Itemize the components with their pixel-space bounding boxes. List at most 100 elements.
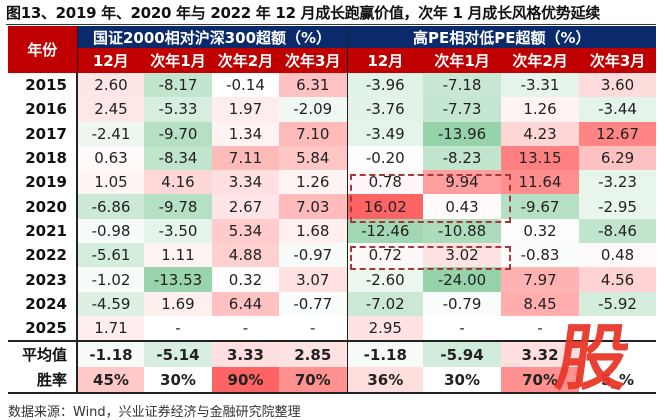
value-cell: -0.77 — [279, 291, 348, 316]
value-cell: -6.86 — [77, 194, 144, 219]
value-cell: 1.69 — [144, 291, 212, 316]
year-cell: 2020 — [8, 194, 78, 219]
table-row: 2024 -4.59 1.69 6.44 -0.77 -7.02 -0.79 8.45 -5.9… — [8, 291, 657, 316]
value-cell: -3.23 — [579, 170, 657, 195]
value-cell: 0.72 — [346, 243, 424, 268]
column-header: 次年3月 — [279, 48, 348, 73]
win-rate-row: 胜率 45% 30% 90% 70% 36% 30% 70% 5_% — [8, 367, 657, 395]
value-cell: -24.00 — [423, 267, 502, 292]
summary-label: 胜率 — [8, 367, 78, 395]
value-cell: -7.18 — [423, 73, 502, 98]
table-row: 2015 2.60 -8.17 -0.14 6.31 -3.96 -7.18 -3.31 3.6… — [8, 73, 657, 98]
value-cell: 4.88 — [212, 243, 279, 268]
summary-cell: 45% — [77, 367, 144, 395]
value-cell: 1.11 — [144, 243, 212, 268]
value-cell: -0.14 — [212, 73, 279, 98]
value-cell: -13.96 — [423, 121, 502, 146]
column-header: 次年1月 — [144, 48, 212, 73]
value-cell: 8.45 — [501, 291, 580, 316]
value-cell: 6.29 — [579, 145, 657, 171]
column-header: 次年2月 — [212, 48, 279, 73]
value-cell: -10.88 — [423, 218, 502, 244]
value-cell: 12.67 — [579, 121, 657, 146]
value-cell: -0.79 — [423, 291, 502, 316]
summary-cell: 3.33 — [212, 340, 279, 368]
summary-cell: 2.85 — [279, 340, 348, 368]
value-cell: 1.34 — [212, 121, 279, 146]
table-row: 2022 -5.61 1.11 4.88 -0.97 0.72 3.02 -0.83 0.48 — [8, 243, 657, 268]
value-cell: 9.94 — [423, 170, 502, 195]
value-cell: 1.26 — [501, 97, 580, 122]
value-cell: -8.17 — [144, 73, 212, 98]
value-cell: 5.34 — [212, 218, 279, 244]
value-cell: -12.46 — [346, 218, 424, 244]
value-cell: -2.95 — [579, 194, 657, 219]
summary-cell: 70% — [279, 367, 348, 395]
year-cell: 2023 — [8, 267, 78, 292]
value-cell: 3.02 — [423, 243, 502, 268]
value-cell: - — [279, 315, 348, 342]
value-cell: -9.67 — [501, 194, 580, 219]
year-cell: 2024 — [8, 291, 78, 316]
value-cell: -9.78 — [144, 194, 212, 219]
value-cell: -5.92 — [579, 291, 657, 316]
value-cell: - — [423, 315, 502, 342]
value-cell: -8.46 — [579, 218, 657, 244]
value-cell: -3.50 — [144, 218, 212, 244]
summary-cell: 3.32 — [501, 340, 580, 368]
year-cell: 2025 — [8, 315, 78, 342]
value-cell: 2.45 — [77, 97, 144, 122]
value-cell: -0.20 — [346, 145, 424, 171]
value-cell: 1.05 — [77, 170, 144, 195]
summary-cell: 70% — [501, 367, 580, 395]
value-cell: 6.44 — [212, 291, 279, 316]
value-cell: -0.97 — [279, 243, 348, 268]
value-cell: 0.32 — [212, 267, 279, 292]
year-cell: 2015 — [8, 73, 78, 98]
value-cell: 4.16 — [144, 170, 212, 195]
table-row: 2016 2.45 -5.33 1.97 -2.09 -3.76 -7.73 1.26 -3.4… — [8, 97, 657, 122]
value-cell: 0.63 — [77, 145, 144, 171]
value-cell: -8.34 — [144, 145, 212, 171]
table-body: 2015 2.60 -8.17 -0.14 6.31 -3.96 -7.18 -3.31 3.6… — [8, 73, 657, 395]
value-cell: -1.02 — [77, 267, 144, 292]
table-row: 2023 -1.02 -13.53 0.32 3.07 -2.60 -24.00 7.97 4.… — [8, 267, 657, 292]
value-cell: 7.03 — [279, 194, 348, 219]
value-cell: -5.33 — [144, 97, 212, 122]
year-cell: 2018 — [8, 145, 78, 171]
value-cell: 6.31 — [279, 73, 348, 98]
table-row: 2019 1.05 4.16 3.34 1.26 0.78 9.94 11.64 -3.23 — [8, 170, 657, 195]
summary-cell: -5.94 — [423, 340, 502, 368]
year-cell: 2019 — [8, 170, 78, 195]
value-cell: 4.56 — [579, 267, 657, 292]
value-cell: 1.26 — [279, 170, 348, 195]
value-cell: 0.78 — [346, 170, 424, 195]
value-cell: -8.23 — [423, 145, 502, 171]
year-cell: 2017 — [8, 121, 78, 146]
value-cell: -3.96 — [346, 73, 424, 98]
value-cell: 16.02 — [346, 194, 424, 219]
summary-cell: -1.18 — [346, 340, 424, 368]
value-cell: 2.60 — [77, 73, 144, 98]
value-cell: -3.44 — [579, 97, 657, 122]
value-cell: -9.70 — [144, 121, 212, 146]
source-note: 数据来源：Wind，兴业证券经济与金融研究院整理 — [8, 405, 301, 420]
value-cell: 7.11 — [212, 145, 279, 171]
group-header-guozheng: 国证2000相对沪深300超额（%） — [77, 26, 348, 48]
value-cell: 3.60 — [579, 73, 657, 98]
summary-cell: 5_% — [579, 367, 657, 395]
value-cell: 0.43 — [423, 194, 502, 219]
year-header: 年份 — [8, 26, 78, 73]
table-row: 2020 -6.86 -9.78 2.67 7.03 16.02 0.43 -9.67 -2.9… — [8, 194, 657, 219]
table-row: 2021 -0.98 -3.50 5.34 1.68 -12.46 -10.88 0.32 -8… — [8, 218, 657, 244]
value-cell: -2.09 — [279, 97, 348, 122]
table-row: 2025 1.71- - -2.95- - — [8, 315, 657, 342]
year-cell: 2016 — [8, 97, 78, 122]
value-cell: -4.59 — [77, 291, 144, 316]
column-header: 次年1月 — [423, 48, 502, 73]
column-header: 12月 — [77, 48, 144, 73]
value-cell: 7.10 — [279, 121, 348, 146]
column-header: 12月 — [346, 48, 424, 73]
value-cell: -3.31 — [501, 73, 580, 98]
summary-cell: -1.18 — [77, 340, 144, 368]
